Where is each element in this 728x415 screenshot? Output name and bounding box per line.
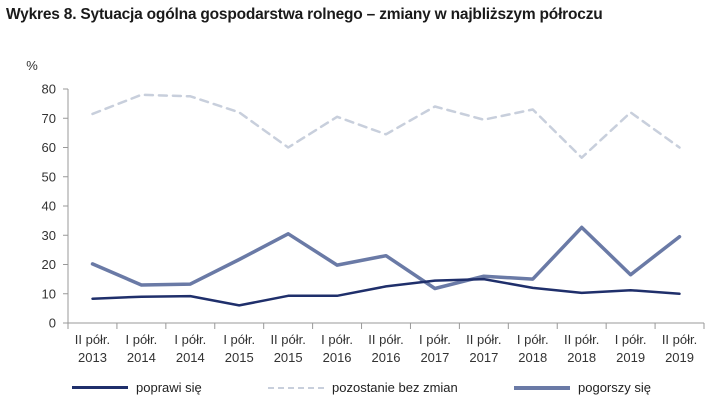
- x-tick-label-year: 2019: [665, 350, 694, 365]
- legend-label: pogorszy się: [578, 380, 651, 395]
- x-tick-label-year: 2018: [518, 350, 547, 365]
- x-tick-label-year: 2016: [323, 350, 352, 365]
- x-tick-label-half: II półr.: [662, 332, 697, 347]
- axes: [63, 88, 705, 329]
- legend-label: pozostanie bez zmian: [332, 380, 458, 395]
- x-tick-label-year: 2016: [372, 350, 401, 365]
- legend-swatch: [72, 386, 128, 389]
- x-tick-label-year: 2013: [78, 350, 107, 365]
- x-tick-label-half: II półr.: [466, 332, 501, 347]
- x-tick-label-year: 2014: [127, 350, 156, 365]
- x-tick-label-half: II półr.: [75, 332, 110, 347]
- y-axis-labels: % 0 10 20 30 40 50 60 70 80: [26, 58, 56, 331]
- x-tick-label-year: 2014: [176, 350, 205, 365]
- x-tick-label-half: I półr.: [321, 332, 353, 347]
- x-tick-label-half: I półr.: [223, 332, 255, 347]
- x-tick-label-year: 2017: [469, 350, 498, 365]
- x-tick-label-year: 2017: [420, 350, 449, 365]
- y-tick-label: 10: [42, 286, 56, 301]
- legend-label: poprawi się: [136, 380, 202, 395]
- series-line-pozostanie-bez-zmian: [91, 93, 681, 159]
- x-axis-labels: II półr. 2013 I półr. 2014 I półr. 2014 I półr…: [75, 332, 697, 365]
- x-tick-label-half: I półr.: [174, 332, 206, 347]
- x-tick-label-year: 2018: [567, 350, 596, 365]
- legend-item: pozostanie bez zmian: [268, 380, 458, 395]
- x-tick-label-half: I półr.: [125, 332, 157, 347]
- x-tick-label-year: 2019: [616, 350, 645, 365]
- series-lines: [90, 93, 682, 307]
- legend-swatch: [268, 386, 324, 389]
- legend: poprawi się pozostanie bez zmian pogorszy …: [0, 380, 728, 404]
- legend-item: pogorszy się: [514, 380, 651, 395]
- y-tick-label: 30: [42, 228, 56, 243]
- y-tick-label: 0: [49, 316, 56, 331]
- y-tick-label: 50: [42, 169, 56, 184]
- x-tick-label-half: I półr.: [419, 332, 451, 347]
- y-tick-label: 20: [42, 257, 56, 272]
- y-axis-unit-label: %: [26, 58, 38, 73]
- y-tick-label: 60: [42, 140, 56, 155]
- x-tick-label-half: II półr.: [270, 332, 305, 347]
- x-tick-label-half: II półr.: [564, 332, 599, 347]
- x-tick-label-half: I półr.: [615, 332, 647, 347]
- y-tick-label: 70: [42, 111, 56, 126]
- x-tick-label-half: II półr.: [368, 332, 403, 347]
- series-line-pogorszy-się: [90, 225, 682, 291]
- y-tick-label: 40: [42, 199, 56, 214]
- x-tick-label-half: I półr.: [517, 332, 549, 347]
- y-tick-label: 80: [42, 82, 56, 97]
- legend-swatch: [514, 385, 570, 390]
- x-tick-label-year: 2015: [274, 350, 303, 365]
- chart-title: Wykres 8. Sytuacja ogólna gospodarstwa r…: [6, 6, 603, 23]
- legend-item: poprawi się: [72, 380, 202, 395]
- x-tick-label-year: 2015: [225, 350, 254, 365]
